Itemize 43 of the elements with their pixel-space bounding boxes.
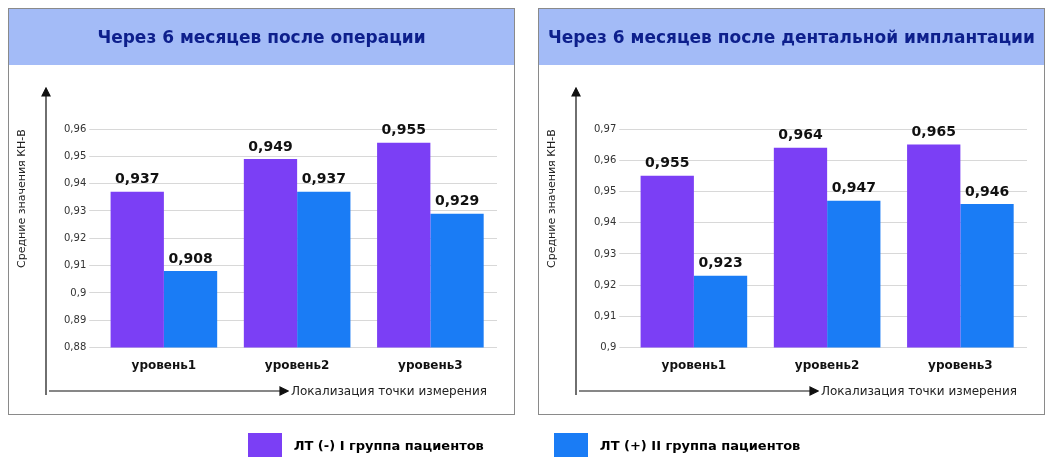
y-tick-label: 0,94 xyxy=(594,216,617,228)
data-label: 0,949 xyxy=(248,137,293,154)
y-tick-label: 0,92 xyxy=(64,231,87,243)
chart-title: Через 6 месяцев после операции xyxy=(9,9,514,65)
data-label: 0,964 xyxy=(778,126,823,143)
y-tick-label: 0,97 xyxy=(594,122,617,134)
data-label: 0,923 xyxy=(698,254,743,271)
data-label: 0,955 xyxy=(645,154,690,171)
data-label: 0,908 xyxy=(168,249,213,266)
y-tick-label: 0,95 xyxy=(594,185,617,197)
data-label: 0,937 xyxy=(115,170,160,187)
data-label: 0,929 xyxy=(434,192,480,209)
chart-title: Через 6 месяцев после дентальной имплантации xyxy=(539,9,1044,65)
x-tick-label: уровень1 xyxy=(661,357,727,372)
y-tick-label: 0,93 xyxy=(64,204,87,216)
y-tick-label: 0,9 xyxy=(70,286,87,298)
legend-label: ЛТ (-) I группа пациентов xyxy=(293,437,484,453)
y-axis-title: Средние значения КН-В xyxy=(545,128,559,271)
data-label: 0,947 xyxy=(831,179,876,196)
data-label: 0,955 xyxy=(381,121,426,138)
y-tick-label: 0,93 xyxy=(594,247,617,259)
y-tick-label: 0,95 xyxy=(64,149,87,161)
x-tick-label: уровень2 xyxy=(264,357,330,372)
y-tick-label: 0,91 xyxy=(594,309,617,321)
y-tick-label: 0,96 xyxy=(64,122,87,134)
y-tick-label: 0,88 xyxy=(64,341,87,353)
data-label: 0,946 xyxy=(964,182,1010,199)
y-tick-label: 0,96 xyxy=(594,153,617,165)
x-tick-label: уровень2 xyxy=(794,357,860,372)
y-axis-title: Средние значения КН-В xyxy=(15,128,29,271)
x-tick-label: уровень3 xyxy=(398,357,463,372)
y-tick-label: 0,91 xyxy=(64,259,87,271)
x-tick-label: уровень1 xyxy=(131,357,197,372)
x-tick-label: уровень3 xyxy=(928,357,993,372)
y-tick-label: 0,94 xyxy=(64,177,87,189)
data-label: 0,937 xyxy=(301,170,346,187)
x-axis-title: Локализация точки измерения xyxy=(821,384,1017,398)
x-axis-title: Локализация точки измерения xyxy=(291,384,487,398)
y-tick-label: 0,92 xyxy=(594,278,617,290)
data-label: 0,965 xyxy=(911,123,956,140)
legend-label: ЛТ (+) II группа пациентов xyxy=(599,437,801,453)
y-tick-label: 0,9 xyxy=(600,341,617,353)
y-tick-label: 0,89 xyxy=(64,313,87,325)
